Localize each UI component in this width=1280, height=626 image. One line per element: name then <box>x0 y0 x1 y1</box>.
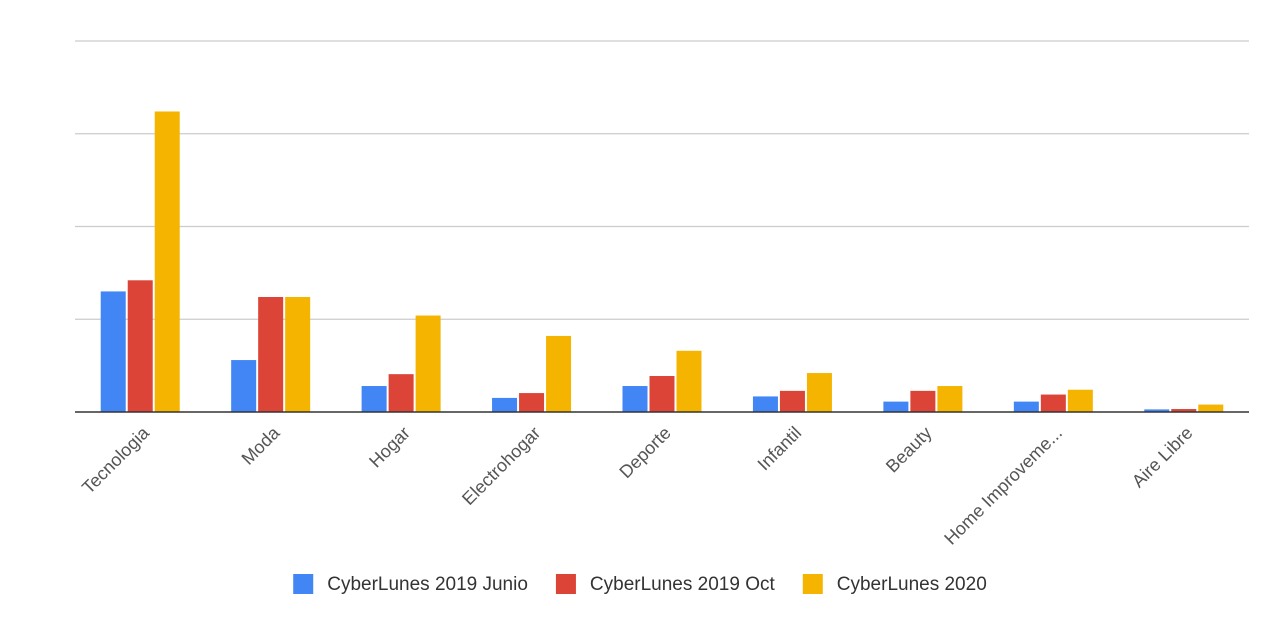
bar-1-9 <box>1144 409 1170 412</box>
bar-1-6 <box>752 396 778 412</box>
x-tick-label: Tecnologia <box>78 422 154 498</box>
bar-3-4 <box>546 335 572 412</box>
x-tick-label: Hogar <box>365 423 414 472</box>
bar-1-2 <box>231 360 257 412</box>
bar-3-8 <box>1067 389 1093 412</box>
bar-3-6 <box>806 373 832 412</box>
bar-2-5 <box>649 376 675 412</box>
bar-1-4 <box>492 397 518 412</box>
legend: CyberLunes 2019 Junio CyberLunes 2019 Oct… <box>293 574 987 595</box>
legend-swatch-2 <box>555 574 576 594</box>
x-tick-label: Moda <box>238 422 285 469</box>
bar-2-1 <box>127 280 153 412</box>
bar-2-2 <box>258 296 284 412</box>
bar-3-2 <box>285 296 311 412</box>
bar-2-6 <box>779 390 805 412</box>
bar-1-5 <box>622 386 648 412</box>
bars <box>100 111 1224 413</box>
bar-1-1 <box>100 291 126 412</box>
legend-label-3: CyberLunes 2020 <box>837 574 987 595</box>
x-tick-label: Infantil <box>754 423 806 475</box>
gridlines <box>75 40 1249 320</box>
bar-3-7 <box>937 386 963 412</box>
x-tick-label: Home Improveme... <box>940 423 1066 549</box>
x-tick-labels: Tecnologia Moda Hogar Electrohogar Deporte In… <box>78 422 1197 549</box>
bar-2-8 <box>1040 394 1066 412</box>
bar-2-4 <box>519 393 545 412</box>
bar-1-8 <box>1013 401 1039 412</box>
legend-label-2: CyberLunes 2019 Oct <box>590 574 776 595</box>
legend-swatch-1 <box>293 574 314 594</box>
x-tick-label: Beauty <box>882 423 936 477</box>
x-tick-label: Aire Libre <box>1128 423 1197 492</box>
bar-1-3 <box>361 386 387 412</box>
legend-swatch-3 <box>802 574 823 594</box>
bar-3-3 <box>415 315 441 412</box>
bar-2-9 <box>1171 409 1197 412</box>
x-tick-label: Electrohogar <box>458 423 544 509</box>
x-tick-label: Deporte <box>615 423 674 482</box>
bar-1-7 <box>883 401 909 412</box>
bar-3-5 <box>676 350 702 412</box>
bar-3-9 <box>1198 404 1224 412</box>
bar-3-1 <box>154 111 180 413</box>
bar-2-7 <box>910 390 936 412</box>
bar-2-3 <box>388 374 414 412</box>
legend-label-1: CyberLunes 2019 Junio <box>327 574 528 595</box>
